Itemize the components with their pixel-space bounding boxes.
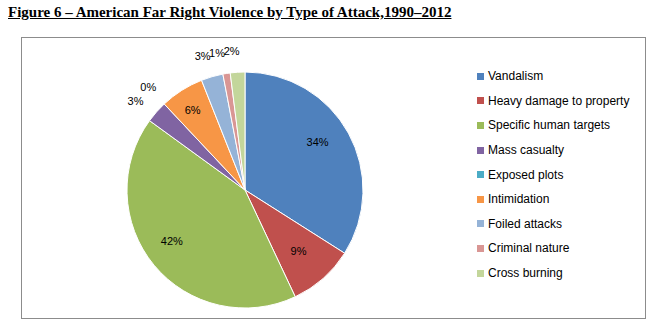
html-text:Figure 6 – American Far Right: Figure 6 – American Far Right Violence b… (8, 4, 452, 20)
svg-text:3%: 3% (195, 50, 211, 62)
html-text:Specific human targets: Specific human targets (488, 118, 611, 133)
svg-text:0%: 0% (140, 81, 156, 93)
html-text:Intimidation: Intimidation (488, 192, 550, 207)
svg-text:42%: 42% (161, 235, 183, 247)
svg-text:2%: 2% (224, 45, 240, 57)
html-text:Foiled attacks: Foiled attacks (488, 216, 562, 231)
html-text:Mass casualty: Mass casualty (488, 143, 564, 158)
html-text:Exposed plots: Exposed plots (488, 167, 564, 182)
html-text:Criminal nature: Criminal nature (488, 241, 570, 256)
html-text:Cross burning: Cross burning (488, 266, 563, 280)
svg-text:1%: 1% (209, 47, 225, 59)
html-text:Heavy damage to property: Heavy damage to property (488, 93, 630, 108)
html-text:Vandalism: Vandalism (488, 69, 544, 84)
svg-text:9%: 9% (291, 245, 307, 257)
svg-text:3%: 3% (128, 95, 144, 107)
svg-text:6%: 6% (185, 104, 201, 116)
svg-text:34%: 34% (307, 136, 329, 148)
